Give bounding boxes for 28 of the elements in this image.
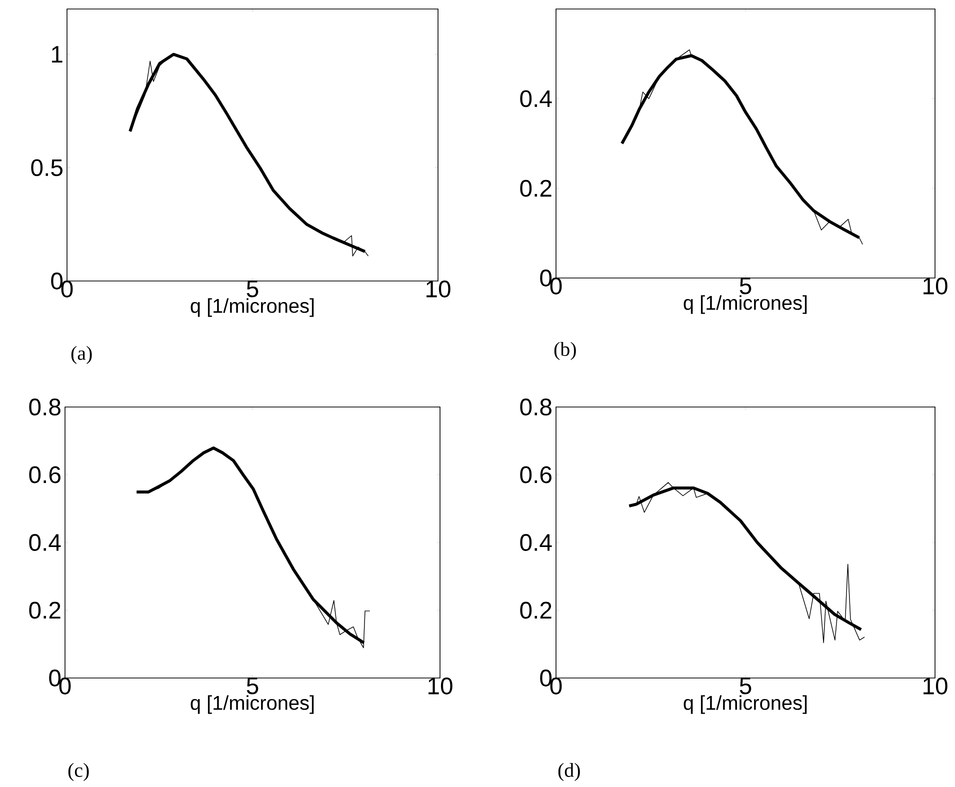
x-tick-label: 5 [246, 678, 258, 694]
x-tick-label: 10 [426, 280, 450, 298]
text: (c) [68, 762, 89, 782]
y-tick-label: 0.4 [520, 534, 552, 551]
y-tick-label: 0.6 [520, 466, 552, 484]
x-tick-label: 10 [924, 678, 948, 694]
x-tick-label: 10 [924, 278, 948, 294]
x-axis-title: q [1/micrones] [684, 295, 807, 314]
y-tick-label: 0.2 [520, 602, 552, 619]
y-tick-label: 1 [52, 46, 62, 63]
y-tick-label: 0.2 [29, 602, 60, 619]
x-tick-label: 10 [428, 678, 452, 694]
x-tick-label: 5 [246, 280, 258, 298]
text: (d) [558, 762, 580, 782]
x-tick-label: 5 [740, 278, 752, 294]
y-tick-label: 0.8 [29, 398, 60, 416]
x-axis-title: q [1/micrones] [190, 298, 314, 317]
x-tick-label: 5 [740, 678, 752, 694]
y-tick-label: 0.6 [29, 466, 60, 484]
y-tick-label: 0.8 [520, 398, 552, 416]
y-tick-label: 0.4 [520, 90, 552, 108]
y-tick-label: 0.2 [520, 180, 552, 197]
x-axis-title: q [1/micrones] [684, 695, 807, 714]
text: (b) [554, 342, 576, 360]
text: (a) [71, 346, 92, 364]
x-axis-title: q [1/micrones] [190, 695, 314, 714]
y-tick-label: 0.4 [29, 534, 61, 551]
y-tick-label: 0.5 [31, 159, 62, 176]
